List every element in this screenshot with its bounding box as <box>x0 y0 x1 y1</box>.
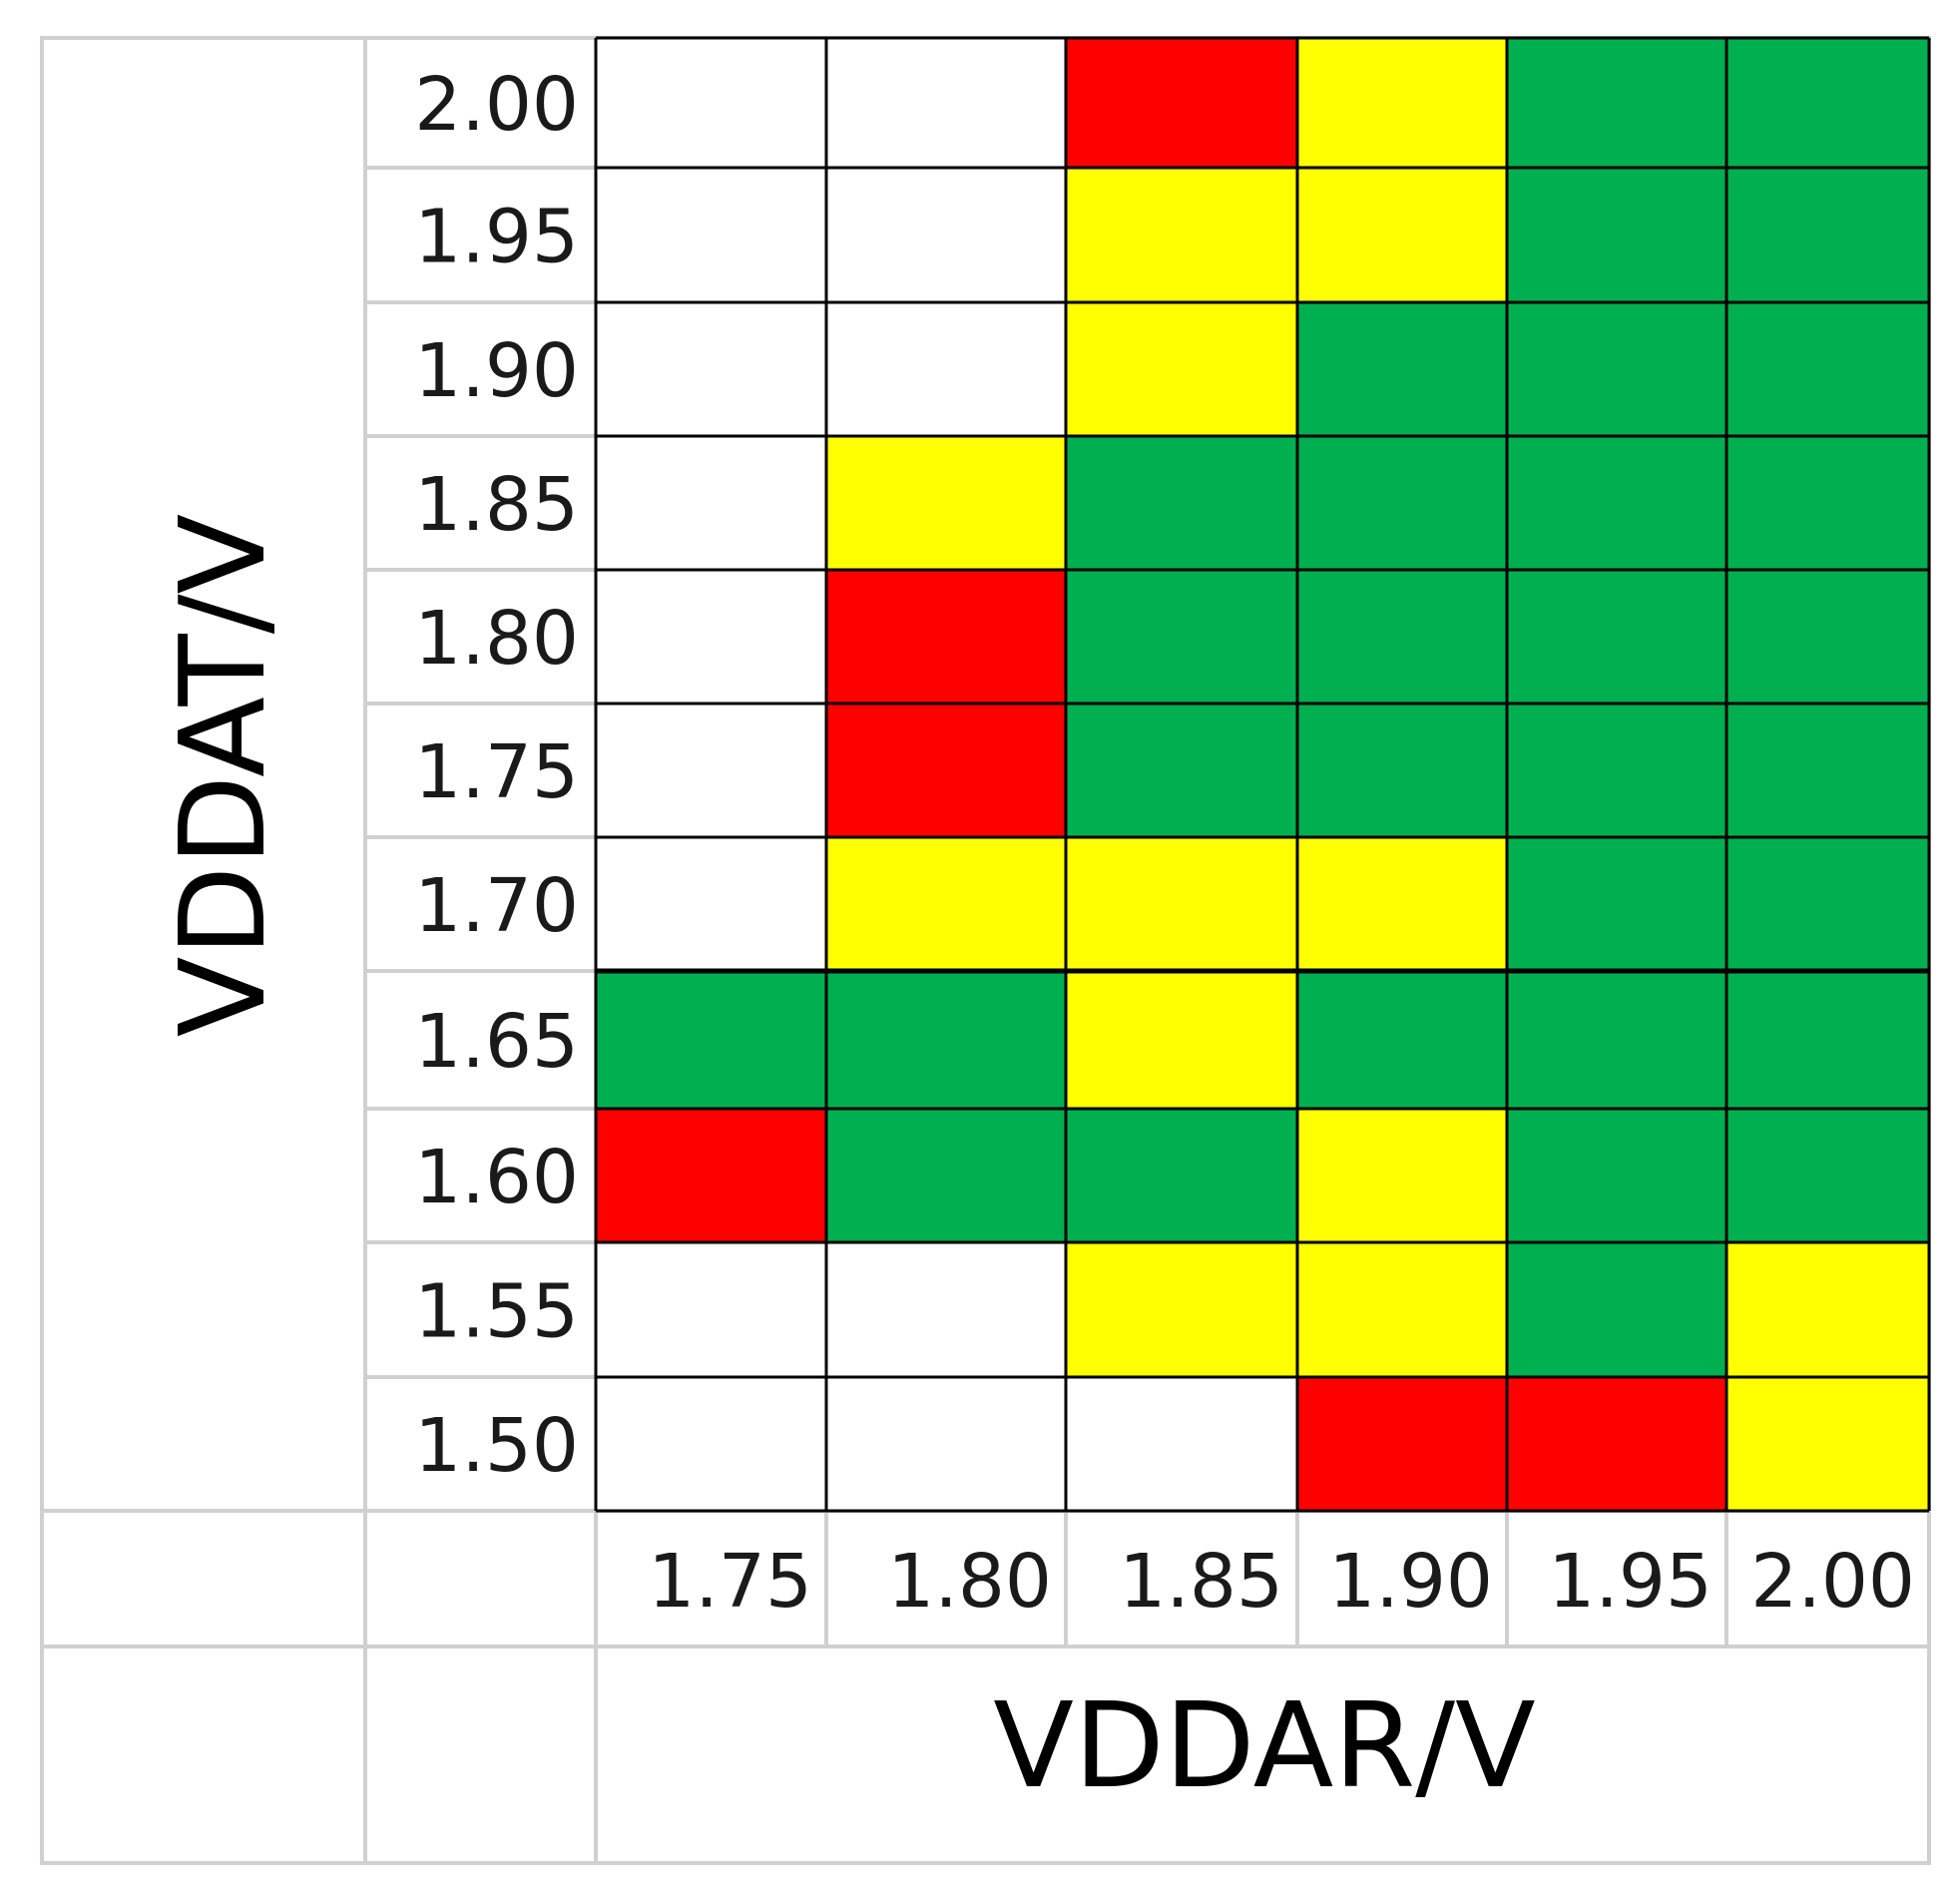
heatmap-cell <box>1066 436 1297 570</box>
heatmap-cell <box>596 570 826 704</box>
x-tick-label: 1.80 <box>887 1539 1052 1625</box>
heatmap-cell <box>826 837 1066 971</box>
heatmap-cell <box>1726 168 1929 302</box>
heatmap-cell <box>596 1109 826 1242</box>
x-tick-labels: 1.75 1.80 1.85 1.90 1.95 2.00 <box>648 1539 1915 1625</box>
heatmap-cell <box>596 168 826 302</box>
heatmap-cell <box>1297 704 1507 837</box>
heatmap-cell <box>1297 570 1507 704</box>
x-tick-label: 1.95 <box>1548 1539 1713 1625</box>
heatmap-grid <box>594 36 1931 1513</box>
heatmap-cell <box>1297 168 1507 302</box>
heatmap-cell <box>596 704 826 837</box>
y-tick-label: 1.60 <box>414 1135 579 1220</box>
heatmap-cell <box>826 1377 1066 1511</box>
y-tick-label: 2.00 <box>414 62 579 148</box>
y-tick-labels: 2.00 1.95 1.90 1.85 1.80 1.75 1.70 1.65 1.60 1.55… <box>414 62 579 1489</box>
heatmap-cell <box>1297 302 1507 436</box>
heatmap-cell <box>826 38 1066 168</box>
heatmap-cell <box>596 1377 826 1511</box>
heatmap-cell <box>1726 436 1929 570</box>
heatmap-cell <box>1726 1377 1929 1511</box>
heatmap-cell <box>1726 302 1929 436</box>
heatmap-cell <box>826 971 1066 1109</box>
y-tick-label: 1.85 <box>414 462 579 548</box>
y-tick-label: 1.75 <box>414 729 579 815</box>
heatmap-cell <box>596 1242 826 1377</box>
heatmap-cell <box>1066 704 1297 837</box>
heatmap-cell <box>1507 837 1726 971</box>
heatmap-cell <box>1297 837 1507 971</box>
heatmap-cell <box>1066 1242 1297 1377</box>
x-tick-label: 2.00 <box>1750 1539 1915 1625</box>
heatmap-cell <box>1297 38 1507 168</box>
x-tick-label: 1.90 <box>1328 1539 1493 1625</box>
heatmap-cell <box>1507 1377 1726 1511</box>
heatmap-cell <box>1507 570 1726 704</box>
heatmap-cell <box>826 436 1066 570</box>
heatmap-cell <box>1297 1242 1507 1377</box>
heatmap-cell <box>1066 38 1297 168</box>
heatmap-cell <box>1297 436 1507 570</box>
heatmap-cell <box>1726 1242 1929 1377</box>
heatmap-cell <box>596 302 826 436</box>
y-tick-label: 1.50 <box>414 1403 579 1489</box>
heatmap-cell <box>1507 704 1726 837</box>
heatmap-cell <box>1066 302 1297 436</box>
heatmap-cell <box>826 1109 1066 1242</box>
heatmap-cell <box>1297 1109 1507 1242</box>
heatmap-cell <box>826 570 1066 704</box>
heatmap-cell <box>1726 704 1929 837</box>
heatmap-cell <box>596 837 826 971</box>
heatmap-cell <box>1507 1242 1726 1377</box>
x-tick-label: 1.85 <box>1119 1539 1283 1625</box>
heatmap-cell <box>596 38 826 168</box>
heatmap-cell <box>1066 1377 1297 1511</box>
heatmap-cell <box>1066 1109 1297 1242</box>
heatmap-cell <box>826 1242 1066 1377</box>
heatmap-cell <box>596 971 826 1109</box>
heatmap-cell <box>1726 971 1929 1109</box>
x-axis-label: VDDAR/V <box>993 1676 1536 1814</box>
heatmap-cell <box>1297 971 1507 1109</box>
heatmap-cell <box>1507 302 1726 436</box>
heatmap-cell <box>1297 1377 1507 1511</box>
heatmap-cell <box>1726 1109 1929 1242</box>
heatmap-cell <box>1066 570 1297 704</box>
heatmap-cell <box>1507 971 1726 1109</box>
heatmap-cell <box>1726 837 1929 971</box>
heatmap-cell <box>1066 971 1297 1109</box>
y-tick-label: 1.65 <box>414 999 579 1085</box>
heatmap-cell <box>1507 168 1726 302</box>
y-tick-label: 1.90 <box>414 328 579 414</box>
y-axis-label: VDDAT/V <box>154 514 291 1038</box>
heatmap-cell <box>1726 570 1929 704</box>
heatmap-cell <box>1726 38 1929 168</box>
y-tick-label: 1.70 <box>414 863 579 949</box>
y-tick-label: 1.80 <box>414 596 579 682</box>
heatmap-cell <box>1507 38 1726 168</box>
heatmap-cell <box>1507 436 1726 570</box>
heatmap-cells <box>596 38 1929 1511</box>
heatmap-cell <box>1066 168 1297 302</box>
heatmap-cell <box>1507 1109 1726 1242</box>
heatmap-cell <box>826 704 1066 837</box>
y-tick-label: 1.55 <box>414 1269 579 1355</box>
heatmap-cell <box>1066 837 1297 971</box>
y-tick-label: 1.95 <box>414 195 579 280</box>
heatmap-cell <box>826 168 1066 302</box>
heatmap-cell <box>596 436 826 570</box>
heatmap-cell <box>826 302 1066 436</box>
x-tick-label: 1.75 <box>648 1539 812 1625</box>
